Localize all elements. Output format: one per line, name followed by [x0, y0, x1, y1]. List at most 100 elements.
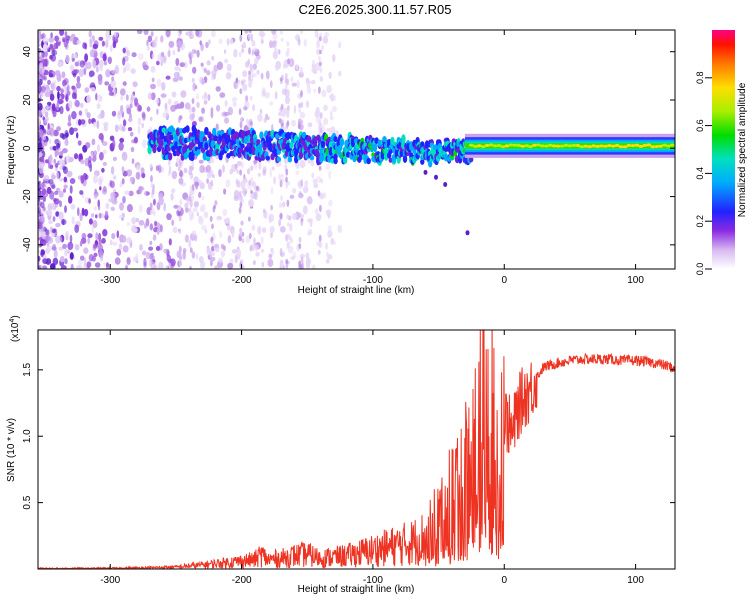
- snr-y-multiplier: (x104): [9, 315, 21, 342]
- heatmap-noise-cell: [137, 53, 144, 60]
- heatmap-noise-cell: [109, 239, 113, 246]
- heatmap-streak-cell: [212, 256, 216, 261]
- heatmap-noise-cell: [156, 60, 160, 66]
- heatmap-noise-cell: [330, 237, 335, 245]
- heatmap-noise-cell: [231, 96, 238, 103]
- heatmap-noise-cell: [59, 30, 65, 36]
- heatmap-noise-cell: [83, 257, 87, 266]
- heatmap-streak-cell: [318, 86, 321, 94]
- heatmap-noise-cell: [179, 62, 186, 68]
- heatmap-noise-cell: [245, 95, 249, 102]
- heatmap-streak-cell: [317, 190, 321, 197]
- heatmap-noise-cell: [176, 103, 183, 109]
- heatmap-noise-cell: [141, 172, 146, 179]
- heatmap-streak-cell: [239, 34, 243, 42]
- heatmap-noise-cell: [59, 256, 65, 263]
- heatmap-noise-cell: [163, 202, 166, 212]
- heatmap-noise-cell: [255, 251, 260, 257]
- heatmap-noise-cell: [95, 214, 98, 219]
- heatmap-noise-cell: [76, 265, 83, 269]
- heatmap-noise-cell: [38, 221, 43, 230]
- heatmap-streak-cell: [318, 56, 321, 62]
- heatmap-signal-cell: [276, 156, 282, 162]
- heatmap-noise-cell: [63, 176, 68, 183]
- heatmap-noise-cell: [226, 38, 230, 46]
- heatmap-noise-cell: [201, 107, 206, 114]
- heatmap-noise-cell: [315, 213, 322, 222]
- heatmap-noise-cell: [40, 249, 45, 256]
- heatmap-noise-cell: [160, 60, 163, 67]
- heatmap-noise-cell: [55, 222, 61, 228]
- heatmap-streak-cell: [286, 120, 290, 127]
- heatmap-noise-cell: [81, 207, 85, 216]
- heatmap-noise-cell: [258, 161, 262, 170]
- heatmap-noise-cell: [69, 127, 75, 136]
- heatmap-outlier-cell: [465, 230, 470, 236]
- heatmap-noise-cell: [114, 124, 119, 132]
- heatmap-noise-cell: [215, 104, 221, 112]
- snr-y-tick-label: 1.5: [22, 362, 33, 376]
- heatmap-streak-cell: [279, 202, 282, 208]
- heatmap-noise-cell: [226, 63, 232, 72]
- heatmap-signal-cell: [215, 148, 220, 156]
- heatmap-streak-cell: [241, 199, 245, 204]
- heatmap-streak-cell: [238, 108, 242, 116]
- heatmap-peak-cell: [504, 144, 510, 148]
- heatmap-noise-cell: [86, 94, 91, 104]
- heatmap-streak-cell: [249, 95, 253, 101]
- heatmap-streak-cell: [250, 177, 254, 183]
- heatmap-noise-cell: [135, 217, 139, 223]
- heatmap-noise-cell: [48, 219, 53, 225]
- heatmap-noise-cell: [183, 61, 188, 69]
- heatmap-noise-cell: [203, 67, 207, 73]
- heatmap-streak-cell: [300, 30, 303, 35]
- heatmap-noise-cell: [87, 237, 91, 245]
- heatmap-noise-cell: [146, 39, 149, 47]
- heatmap-noise-cell: [311, 172, 315, 179]
- heatmap-noise-cell: [44, 118, 48, 124]
- heatmap-noise-cell: [218, 257, 223, 264]
- heatmap-noise-cell: [107, 33, 113, 38]
- heatmap-noise-cell: [258, 30, 265, 37]
- heatmap-peak-cell: [543, 144, 549, 148]
- heatmap-noise-cell: [245, 235, 251, 244]
- heatmap-noise-cell: [284, 73, 288, 79]
- heatmap-noise-cell: [47, 79, 51, 85]
- heatmap-noise-cell: [121, 166, 125, 173]
- heatmap-peak-cell: [662, 143, 667, 147]
- heatmap-streak-cell: [151, 77, 155, 83]
- heatmap-noise-cell: [126, 50, 131, 57]
- heatmap-noise-cell: [337, 224, 343, 234]
- heatmap-noise-cell: [47, 210, 53, 217]
- heatmap-streak-cell: [240, 117, 243, 123]
- heatmap-noise-cell: [89, 49, 95, 58]
- heatmap-streak-cell: [287, 181, 290, 186]
- heatmap-noise-cell: [299, 160, 306, 169]
- heatmap-streak-cell: [191, 48, 195, 55]
- heatmap-noise-cell: [93, 252, 98, 257]
- heatmap-noise-cell: [70, 263, 74, 269]
- heatmap-noise-cell: [102, 149, 107, 155]
- heatmap-noise-cell: [156, 78, 162, 88]
- heatmap-noise-cell: [48, 73, 54, 78]
- heatmap-noise-cell: [306, 87, 312, 94]
- heatmap-noise-cell: [160, 35, 164, 43]
- heatmap-noise-cell: [129, 131, 134, 137]
- heatmap-noise-cell: [41, 52, 46, 59]
- heatmap-streak-cell: [298, 191, 302, 197]
- heatmap-noise-cell: [282, 107, 288, 115]
- heatmap-noise-cell: [306, 196, 313, 205]
- heatmap-noise-cell: [256, 185, 259, 191]
- heatmap-noise-cell: [307, 230, 312, 236]
- heatmap-noise-cell: [95, 232, 99, 241]
- heatmap-noise-cell: [103, 122, 109, 127]
- heatmap-streak-cell: [241, 264, 245, 269]
- heatmap-noise-cell: [236, 248, 242, 258]
- heatmap-noise-cell: [59, 200, 62, 208]
- heatmap-streak-cell: [179, 198, 183, 205]
- heatmap-noise-cell: [65, 95, 68, 101]
- heatmap-noise-cell: [49, 93, 55, 102]
- heatmap-signal-cell: [352, 154, 357, 163]
- heatmap-noise-cell: [143, 257, 147, 267]
- heatmap-streak-cell: [319, 66, 323, 74]
